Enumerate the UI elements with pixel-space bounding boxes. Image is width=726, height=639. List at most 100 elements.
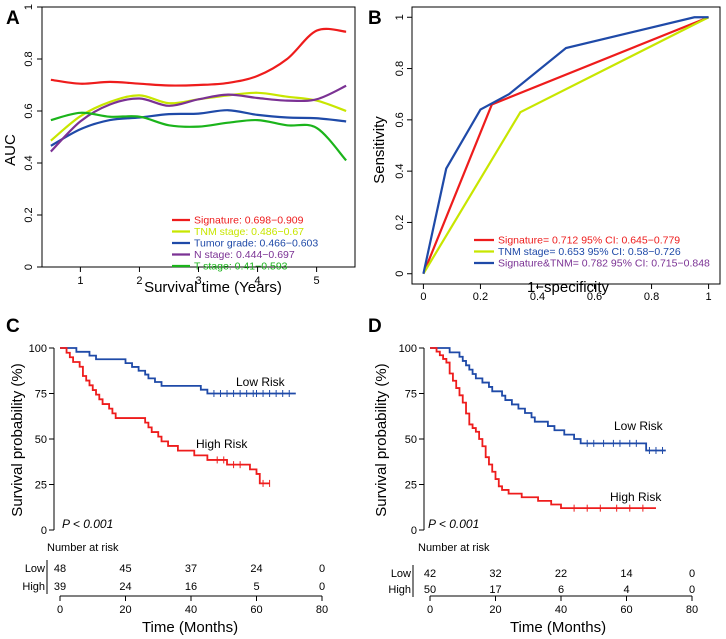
panel-b-xtick-label: 0.2 [473,291,488,303]
panel-a-letter: A [6,8,20,29]
panel-a-ytick-label: 1 [23,4,35,10]
panel-c-ylabel: Survival probability (%) [9,363,26,516]
panel-d-risk-count: 50 [424,584,436,596]
panel-c-curve-low-risk [60,347,296,395]
panel-b-legend-entry: TNM stage= 0.653 95% CI: 0.58−0.726 [498,246,681,258]
panel-c-xtick-label: 40 [185,604,197,616]
panel-b-plot-frame [411,6,721,285]
panel-d-risk-count: 4 [623,584,629,596]
panel-d-ytick-label: 100 [399,343,417,355]
panel-a: A AUC Survival time (Years) 0 0.2 0.4 0.6 0.… [2,4,356,296]
panel-a-legend-range: 0.698−0.909 [242,215,304,227]
panel-d: D Survival probability (%) Time (Months)… [368,316,698,636]
panel-c-risk-count: 24 [119,581,131,593]
panel-a-series-t-stage [50,111,347,162]
panel-a-ylabel: AUC [2,134,19,166]
panel-b-series-signature-tnm [422,16,709,274]
panel-d-ytick-label: 0 [411,525,417,537]
panel-b-xtick-label: 0.8 [644,291,659,303]
panel-a-legend-name: TNM stage: [194,226,248,238]
panel-a-legend-name: Signature: [194,215,242,227]
panel-a-xtick-label: 1 [77,275,83,287]
panel-d-xtick-label: 40 [555,604,567,616]
panel-a-legend-range: 0.486−0.67 [248,226,304,238]
panel-c-risk-count: 5 [253,581,259,593]
panel-a-legend-entry: TNM stage: 0.486−0.67 [194,226,304,238]
panel-a-xlabel: Survival time (Years) [144,279,282,296]
panel-b-ytick-label: 1 [394,14,406,20]
panel-c-label-high-risk: High Risk [196,437,248,451]
panel-d-ytick-label: 50 [405,434,417,446]
panel-c-risk-count: 37 [185,563,197,575]
panel-c-label-low-risk: Low Risk [236,375,286,389]
panel-d-xtick-label: 60 [620,604,632,616]
panel-d-risk-count: 32 [489,568,501,580]
panel-d-ytick-label: 75 [405,389,417,401]
panel-a-ytick-label: 0.4 [23,155,35,170]
panel-a-legend-range: 0.466−0.603 [257,238,319,250]
panel-d-risk-count: 6 [558,584,564,596]
panel-c-xtick-label: 20 [119,604,131,616]
panel-b-xlabel: 1−specificity [527,279,610,296]
panel-b-ylabel: Sensitivity [371,116,388,184]
panel-c-risk-count: 45 [119,563,131,575]
panel-c-curve-high-risk [60,347,270,485]
panel-c-risk-group: High [22,581,45,593]
panel-b-ytick-label: 0.4 [394,163,406,178]
panel-a-series-tumor-grade [50,109,347,147]
panel-a-legend-range: 0.444−0.697 [233,249,295,261]
panel-d-curve-low-risk [430,347,666,452]
panel-b-legend-entry: Signature= 0.712 95% CI: 0.645−0.779 [498,235,680,247]
panel-b-ytick-label: 0.8 [394,61,406,76]
panel-a-xtick-label: 3 [195,275,201,287]
panel-d-letter: D [368,316,382,337]
panel-c-risk-count: 0 [319,563,325,575]
panel-c-xlabel: Time (Months) [142,619,238,636]
panel-d-xtick-label: 80 [686,604,698,616]
panel-d-label-low-risk: Low Risk [614,419,664,433]
panel-a-legend-name: N stage: [194,249,233,261]
panel-d-risk-count: 22 [555,568,567,580]
panel-a-ytick-label: 0.6 [23,103,35,118]
panel-d-ytick-label: 25 [405,480,417,492]
panel-d-risk-group: High [388,584,411,596]
panel-a-legend-name: T stage: [194,261,232,273]
panel-d-pvalue: P < 0.001 [428,517,479,531]
panel-c-risk-count: 24 [250,563,262,575]
panel-b-xtick-label: 0.4 [530,291,545,303]
panel-a-legend-range: 0.41−0.593 [232,261,288,273]
panel-b-ytick-label: 0.6 [394,112,406,127]
panel-c-risk-count: 0 [319,581,325,593]
panel-c-xtick-label: 80 [316,604,328,616]
panel-d-xlabel: Time (Months) [510,619,606,636]
panel-d-risk-title: Number at risk [418,542,490,554]
panel-c-risk-count: 16 [185,581,197,593]
panel-c-ytick-label: 25 [35,480,47,492]
panel-d-risk-count: 0 [689,584,695,596]
panel-a-legend-name: Tumor grade: [194,238,257,250]
panel-d-risk-count: 0 [689,568,695,580]
panel-b-series-tnm-stage [422,16,710,275]
panel-d-ylabel: Survival probability (%) [373,363,390,516]
panel-a-ytick-label: 0.2 [23,207,35,222]
panel-a-legend-entry: Signature: 0.698−0.909 [194,215,304,227]
panel-a-series-n-stage [50,84,347,153]
panel-c: C Survival probability (%) Time (Months)… [6,316,328,636]
panel-d-risk-count: 14 [620,568,632,580]
panel-b-letter: B [368,8,382,29]
panel-d-label-high-risk: High Risk [610,490,662,504]
panel-c-risk-count: 39 [54,581,66,593]
panel-c-ytick-label: 0 [41,525,47,537]
panel-a-legend-entry: N stage: 0.444−0.697 [194,249,295,261]
panel-d-xtick-label: 20 [489,604,501,616]
panel-d-curve-high-risk [430,347,656,510]
panel-c-pvalue: P < 0.001 [62,517,113,531]
panel-b-ytick-label: 0.2 [394,215,406,230]
panel-d-risk-count: 17 [489,584,501,596]
panel-c-risk-group: Low [25,563,45,575]
panel-b: B Sensitivity 1−specificity 0 0.2 0.4 0.6 0.… [368,6,721,303]
panel-c-xtick-label: 0 [57,604,63,616]
panel-c-xtick-label: 60 [250,604,262,616]
panel-a-xtick-label: 2 [136,275,142,287]
